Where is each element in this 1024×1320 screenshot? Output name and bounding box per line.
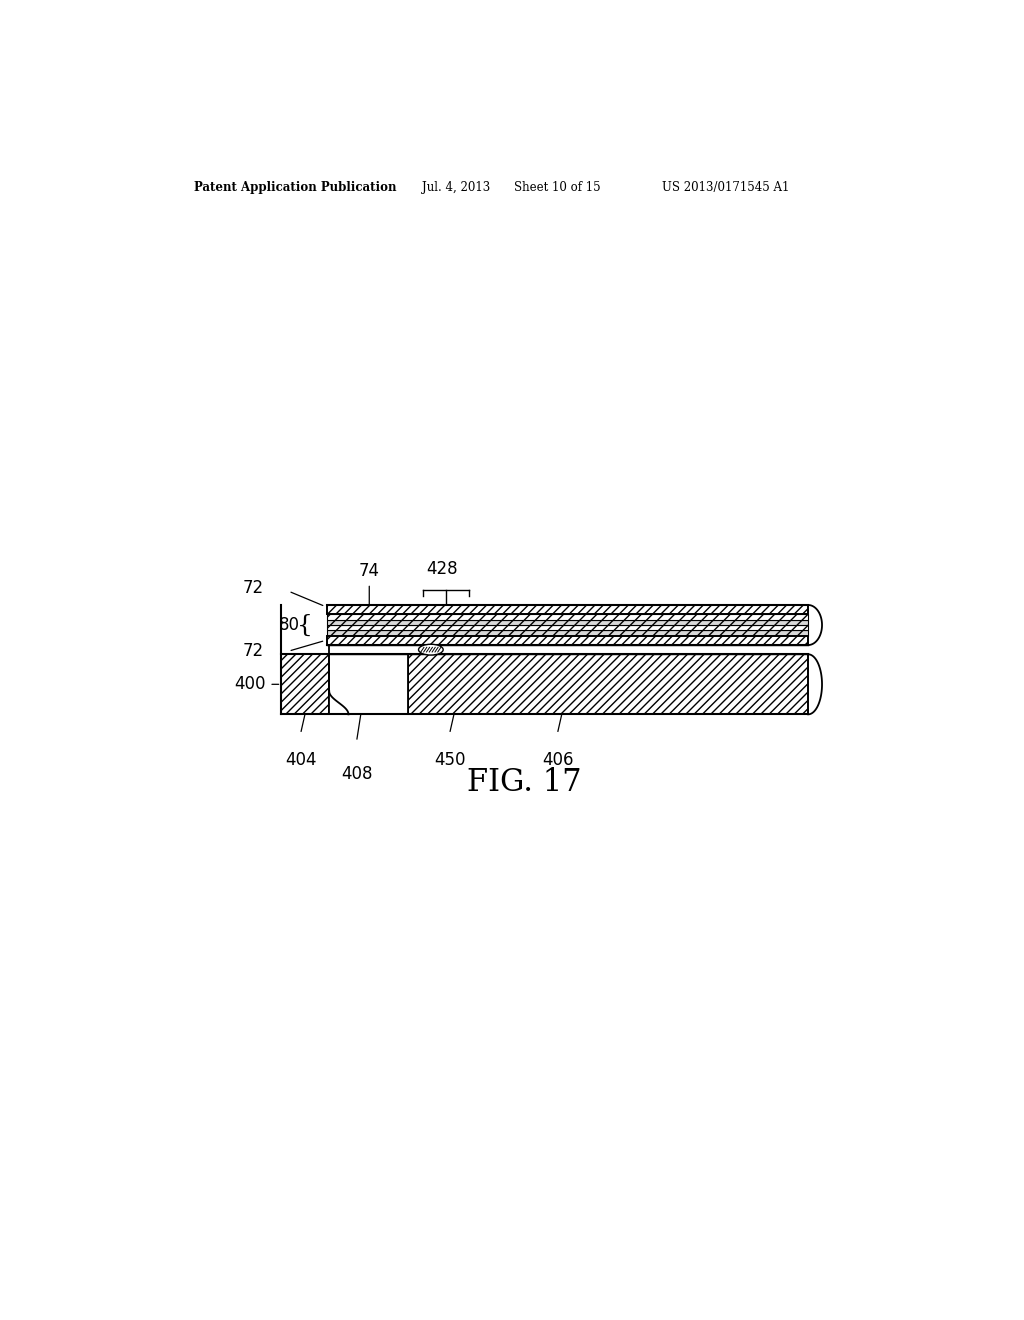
Text: US 2013/0171545 A1: US 2013/0171545 A1 xyxy=(662,181,790,194)
Text: 74: 74 xyxy=(358,561,380,579)
Bar xyxy=(327,614,808,619)
Bar xyxy=(330,655,408,714)
Text: Patent Application Publication: Patent Application Publication xyxy=(194,181,396,194)
Text: 428: 428 xyxy=(427,560,458,578)
Text: Sheet 10 of 15: Sheet 10 of 15 xyxy=(514,181,601,194)
Text: 406: 406 xyxy=(542,751,573,770)
Text: 80: 80 xyxy=(279,616,300,634)
Bar xyxy=(408,655,808,714)
Ellipse shape xyxy=(419,644,443,655)
Bar xyxy=(327,645,808,655)
Text: 400: 400 xyxy=(233,676,265,693)
Bar xyxy=(281,655,330,714)
Bar xyxy=(327,619,808,626)
Text: FIG. 17: FIG. 17 xyxy=(468,767,582,797)
Text: 408: 408 xyxy=(341,766,373,783)
Text: {: { xyxy=(297,614,313,636)
Text: 72: 72 xyxy=(243,579,264,597)
Bar xyxy=(327,636,808,645)
Text: 72: 72 xyxy=(243,643,264,660)
Text: Jul. 4, 2013: Jul. 4, 2013 xyxy=(422,181,489,194)
Bar xyxy=(327,626,808,631)
Text: 404: 404 xyxy=(286,751,316,770)
Bar xyxy=(327,605,808,614)
Text: 450: 450 xyxy=(434,751,466,770)
Bar xyxy=(327,631,808,636)
